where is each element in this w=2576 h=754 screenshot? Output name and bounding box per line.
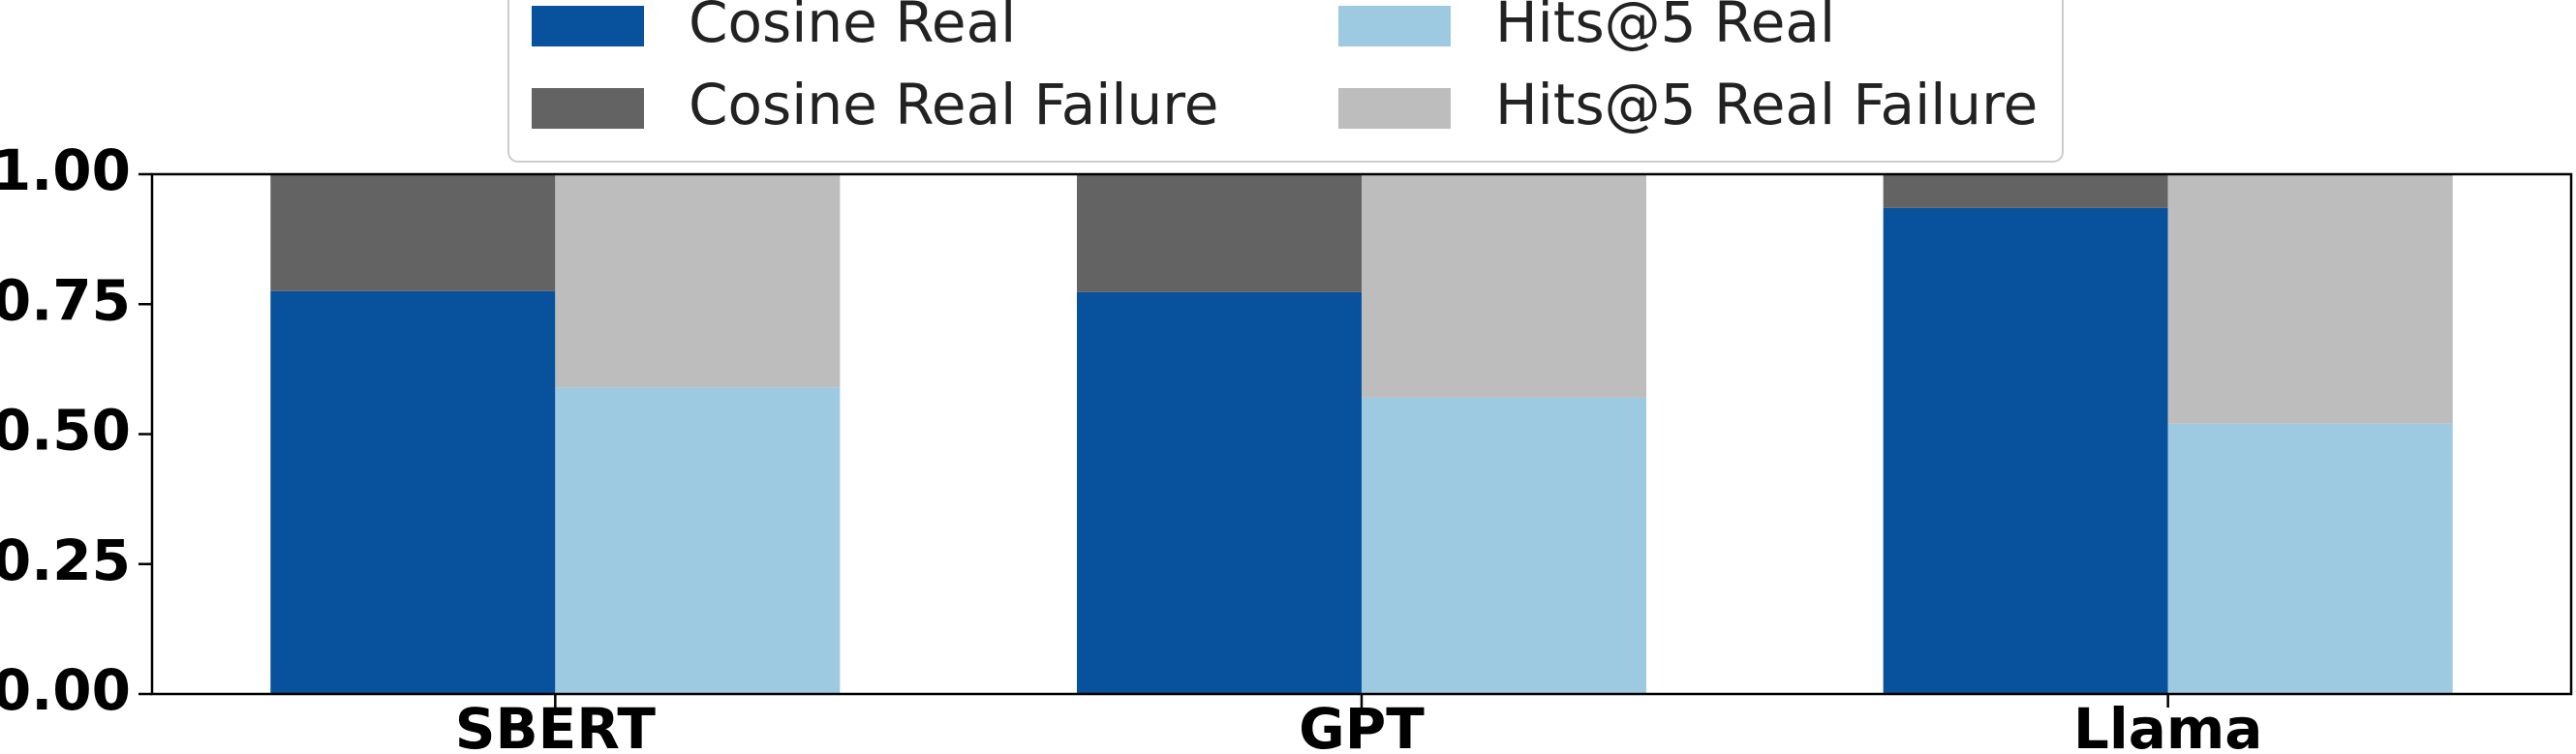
x-tick-label: Llama [2073,696,2263,754]
bar-cosine-real-failure-llama [1883,174,2168,208]
legend-swatch-cosine-real [532,6,644,46]
x-tick-label: SBERT [455,696,657,754]
legend-swatch-cosine-real-failure [532,88,644,129]
bar-hits-5-real-llama [2167,423,2453,694]
legend-label-hits-5-real: Hits@5 Real [1495,0,1835,55]
y-tick-label: 0.75 [0,267,131,333]
y-tick-label: 1.00 [0,137,131,203]
y-tick-label: 0.50 [0,398,131,464]
legend-swatch-hits-5-real [1338,6,1451,46]
legend-label-hits-5-real-failure: Hits@5 Real Failure [1495,72,2038,137]
x-tick-label: GPT [1299,696,1425,754]
legend: Cosine Real Cosine Real Failure Hits@5 Rea… [507,0,2064,163]
y-tick-label: 0.00 [0,657,131,723]
bar-hits-5-real-failure-llama [2167,174,2453,424]
legend-box [507,0,2064,163]
y-tick-label: 0.25 [0,528,131,593]
bar-hits-5-real-failure-gpt [1362,174,1646,398]
bar-cosine-real-sbert [270,290,556,694]
x-axis: SBERT GPT Llama [455,694,2263,754]
legend-label-cosine-real-failure: Cosine Real Failure [689,72,1219,137]
bar-hits-5-real-sbert [555,387,841,694]
bar-hits-5-real-failure-sbert [555,174,841,388]
legend-label-cosine-real: Cosine Real [689,0,1016,55]
bar-cosine-real-failure-sbert [270,174,556,291]
y-axis: 0.00 0.25 0.50 0.75 1.00 [0,137,152,723]
bar-hits-5-real-gpt [1362,397,1646,694]
bar-cosine-real-llama [1883,207,2168,694]
bars-layer [270,174,2453,694]
bar-cosine-real-gpt [1077,291,1362,694]
bar-cosine-real-failure-gpt [1077,174,1362,292]
legend-swatch-hits-5-real-failure [1338,88,1451,129]
